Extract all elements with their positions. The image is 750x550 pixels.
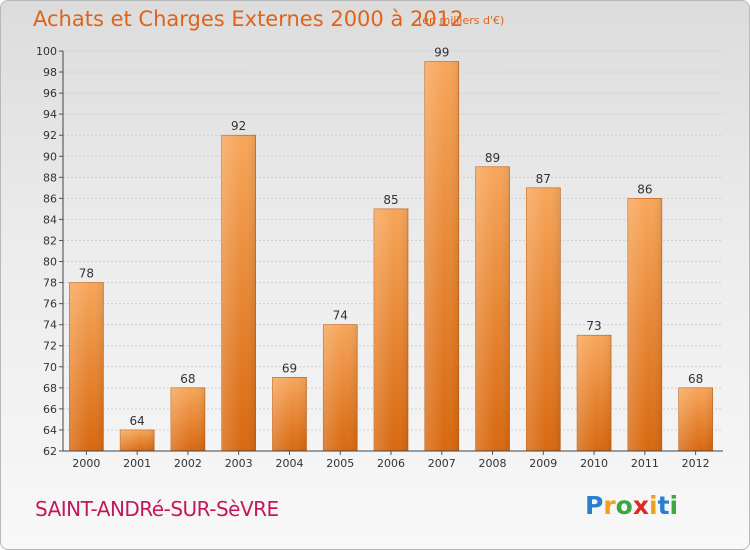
x-tick-label: 2008 xyxy=(479,457,507,470)
logo-letter: r xyxy=(603,491,616,520)
data-label-2003: 92 xyxy=(231,119,246,133)
data-label-2009: 87 xyxy=(536,172,551,186)
x-tick-label: 2004 xyxy=(275,457,303,470)
x-tick-label: 2003 xyxy=(225,457,253,470)
proxiti-logo: Proxiti xyxy=(585,491,678,520)
bar-shade-2010 xyxy=(577,335,612,451)
y-tick-label: 62 xyxy=(43,445,57,458)
bar-shade-2011 xyxy=(627,198,662,451)
y-tick-label: 82 xyxy=(43,234,57,247)
logo-letter: x xyxy=(632,491,649,520)
bar-chart: 62 64 66 68 70 72 74 76 78 80 82 84 86 88 90 92 94 96 98 10… xyxy=(36,45,723,470)
commune-name: SAINT-ANDRé-SUR-SèVRE xyxy=(35,497,279,521)
y-tick-label: 76 xyxy=(43,298,57,311)
data-label-2002: 68 xyxy=(180,372,195,386)
y-tick-label: 98 xyxy=(43,66,57,79)
x-tick-label: 2005 xyxy=(326,457,354,470)
data-label-2004: 69 xyxy=(282,361,297,375)
bar-shade-2001 xyxy=(120,429,155,451)
x-tick-label: 2002 xyxy=(174,457,202,470)
bar-shade-2004 xyxy=(272,377,307,451)
x-tick-label: 2000 xyxy=(72,457,100,470)
y-tick-label: 100 xyxy=(36,45,57,58)
data-label-2008: 89 xyxy=(485,151,500,165)
bar-shade-2012 xyxy=(678,387,713,451)
logo-letter: i xyxy=(649,491,658,520)
y-axis-ticks: 62 64 66 68 70 72 74 76 78 80 82 84 86 88 90 92 94 96 98 10… xyxy=(36,45,63,458)
bar-shade-2008 xyxy=(475,166,510,451)
data-label-2007: 99 xyxy=(434,46,449,60)
y-tick-label: 66 xyxy=(43,403,57,416)
axes xyxy=(62,51,723,452)
bar-shade-2006 xyxy=(374,208,408,451)
y-tick-label: 68 xyxy=(43,382,57,395)
x-tick-label: 2012 xyxy=(682,457,710,470)
bar-shade-2007 xyxy=(424,61,459,452)
logo-letter: i xyxy=(669,491,679,520)
data-label-2012: 68 xyxy=(688,372,703,386)
data-label-2006: 85 xyxy=(383,193,398,207)
y-tick-label: 72 xyxy=(43,340,57,353)
bar-shade-2009 xyxy=(526,187,561,451)
data-label-2001: 64 xyxy=(130,414,145,428)
bar-shade-2002 xyxy=(170,387,205,451)
x-tick-label: 2011 xyxy=(631,457,659,470)
data-label-2010: 73 xyxy=(586,319,601,333)
logo-letter: P xyxy=(585,491,604,520)
x-tick-label: 2007 xyxy=(428,457,456,470)
x-tick-label: 2001 xyxy=(123,457,151,470)
logo-letter: o xyxy=(615,491,633,520)
bar-shade-2005 xyxy=(323,324,358,451)
x-tick-label: 2006 xyxy=(377,457,405,470)
y-tick-label: 74 xyxy=(43,319,57,332)
data-label-2011: 86 xyxy=(637,182,652,196)
bar-shade-2003 xyxy=(221,135,256,452)
y-tick-label: 84 xyxy=(43,213,57,226)
chart-title: Achats et Charges Externes 2000 à 2012 xyxy=(33,7,464,31)
chart-subtitle: (en milliers d'€) xyxy=(418,14,505,27)
y-tick-label: 94 xyxy=(43,108,57,121)
data-labels: 78 64 68 92 69 74 85 99 89 87 73 86 68 xyxy=(79,46,704,428)
y-tick-label: 78 xyxy=(43,277,57,290)
data-label-2000: 78 xyxy=(79,267,94,281)
y-tick-label: 88 xyxy=(43,171,57,184)
y-tick-label: 80 xyxy=(43,256,57,269)
data-label-2005: 74 xyxy=(333,309,348,323)
bars xyxy=(69,61,713,452)
y-tick-label: 96 xyxy=(43,87,57,100)
x-tick-label: 2009 xyxy=(529,457,557,470)
y-tick-label: 86 xyxy=(43,192,57,205)
y-tick-label: 90 xyxy=(43,150,57,163)
bar-shade-2000 xyxy=(69,282,104,451)
x-tick-label: 2010 xyxy=(580,457,608,470)
y-tick-label: 70 xyxy=(43,361,57,374)
y-tick-label: 92 xyxy=(43,129,57,142)
x-axis-ticks: 2000 2001 2002 2003 2004 2005 2006 2007 2008 2009… xyxy=(72,451,710,470)
y-tick-label: 64 xyxy=(43,424,57,437)
logo-letter: t xyxy=(657,491,670,520)
